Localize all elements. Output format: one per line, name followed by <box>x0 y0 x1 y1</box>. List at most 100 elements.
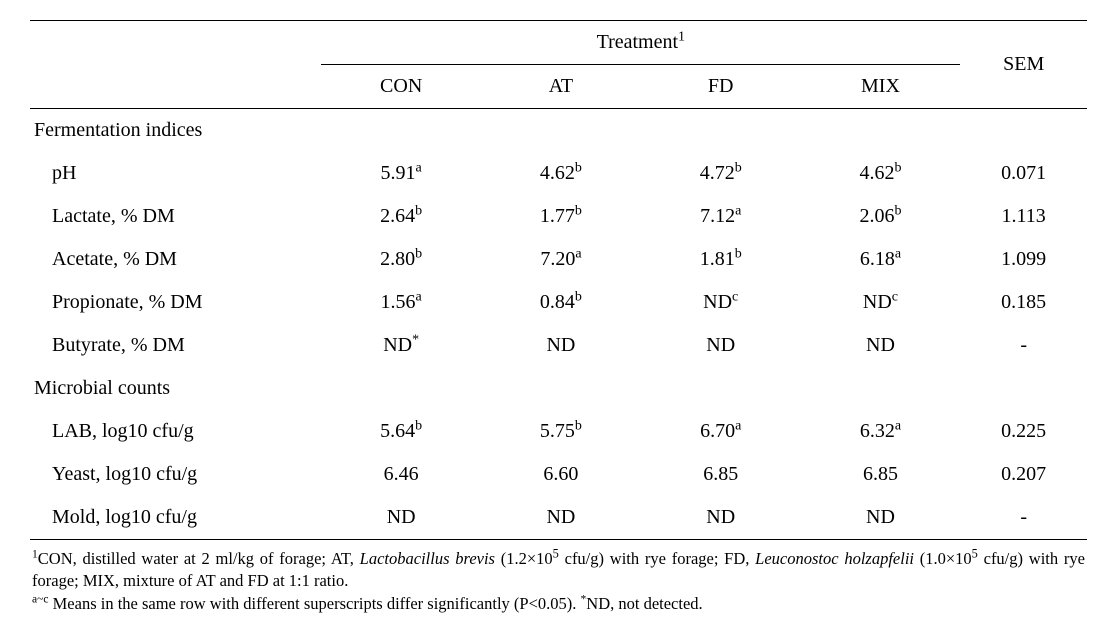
data-cell: NDc <box>641 281 801 324</box>
sem-cell: 0.225 <box>960 410 1087 453</box>
data-cell: 2.64b <box>321 195 481 238</box>
treatment-label: Treatment <box>597 31 678 53</box>
cell-value: ND <box>546 334 575 356</box>
cell-superscript: * <box>412 332 419 347</box>
data-cell: ND <box>641 496 801 540</box>
cell-superscript: b <box>894 203 901 218</box>
data-cell: 6.70a <box>641 410 801 453</box>
fn1-mid2: cfu/g) with rye forage; FD, <box>559 549 755 568</box>
sem-cell: - <box>960 496 1087 540</box>
data-cell: 4.72b <box>641 152 801 195</box>
section-title: Fermentation indices <box>30 109 1087 153</box>
data-cell: ND <box>321 496 481 540</box>
cell-superscript: b <box>575 203 582 218</box>
cell-value: 6.60 <box>543 463 578 485</box>
cell-superscript: c <box>732 289 738 304</box>
cell-superscript: b <box>894 160 901 175</box>
sem-header: SEM <box>960 21 1087 109</box>
cell-superscript: b <box>575 289 582 304</box>
cell-value: 5.91 <box>381 162 416 184</box>
col-at: AT <box>481 65 641 109</box>
cell-value: 4.72 <box>700 162 735 184</box>
sem-cell: - <box>960 324 1087 367</box>
row-label: Acetate, % DM <box>30 238 321 281</box>
cell-value: 7.12 <box>700 205 735 227</box>
cell-value: ND <box>546 506 575 528</box>
data-cell: 5.64b <box>321 410 481 453</box>
cell-value: ND <box>866 334 895 356</box>
cell-value: 5.64 <box>380 420 415 442</box>
data-cell: 1.77b <box>481 195 641 238</box>
data-cell: 7.12a <box>641 195 801 238</box>
data-cell: ND <box>801 496 961 540</box>
data-cell: 7.20a <box>481 238 641 281</box>
row-label: LAB, log10 cfu/g <box>30 410 321 453</box>
fn1-italic-1: Lactobacillus brevis <box>360 549 495 568</box>
cell-superscript: b <box>735 160 742 175</box>
row-label: Yeast, log10 cfu/g <box>30 453 321 496</box>
cell-superscript: b <box>575 160 582 175</box>
cell-value: 6.85 <box>703 463 738 485</box>
cell-superscript: b <box>415 246 422 261</box>
data-cell: 2.06b <box>801 195 961 238</box>
cell-superscript: a <box>895 246 901 261</box>
cell-superscript: b <box>575 418 582 433</box>
cell-value: ND <box>383 334 412 356</box>
cell-value: 1.56 <box>381 291 416 313</box>
sem-cell: 0.185 <box>960 281 1087 324</box>
data-cell: 5.91a <box>321 152 481 195</box>
data-table: Treatment1 SEM CON AT FD MIX Fermentatio… <box>30 20 1087 540</box>
cell-value: 6.85 <box>863 463 898 485</box>
col-fd: FD <box>641 65 801 109</box>
data-cell: 6.18a <box>801 238 961 281</box>
fn1-mid1: (1.2×10 <box>495 549 553 568</box>
row-label: Mold, log10 cfu/g <box>30 496 321 540</box>
data-cell: 5.75b <box>481 410 641 453</box>
cell-value: 6.32 <box>860 420 895 442</box>
sem-cell: 1.113 <box>960 195 1087 238</box>
cell-value: 4.62 <box>859 162 894 184</box>
cell-value: 6.70 <box>700 420 735 442</box>
footnote-2: a~c Means in the same row with different… <box>30 593 1087 615</box>
data-cell: ND <box>481 496 641 540</box>
fn1-pre: CON, distilled water at 2 ml/kg of forag… <box>38 549 360 568</box>
cell-value: 5.75 <box>540 420 575 442</box>
cell-superscript: a <box>735 203 741 218</box>
cell-superscript: a <box>416 289 422 304</box>
fn2-end: ND, not detected. <box>586 594 702 613</box>
cell-superscript: a <box>735 418 741 433</box>
data-cell: 6.85 <box>801 453 961 496</box>
sem-cell: 0.207 <box>960 453 1087 496</box>
fn1-mid3: (1.0×10 <box>914 549 972 568</box>
cell-value: 7.20 <box>540 248 575 270</box>
data-cell: 1.81b <box>641 238 801 281</box>
section-title: Microbial counts <box>30 367 1087 410</box>
cell-value: 6.46 <box>384 463 419 485</box>
data-cell: ND <box>641 324 801 367</box>
cell-value: ND <box>387 506 416 528</box>
cell-superscript: a <box>895 418 901 433</box>
fn2-text: Means in the same row with different sup… <box>49 594 581 613</box>
fn1-italic-2: Leuconostoc holzapfelii <box>755 549 914 568</box>
data-cell: 1.56a <box>321 281 481 324</box>
col-con: CON <box>321 65 481 109</box>
cell-value: 6.18 <box>860 248 895 270</box>
footnote-2-sup: a~c <box>32 593 49 605</box>
sem-cell: 0.071 <box>960 152 1087 195</box>
col-mix: MIX <box>801 65 961 109</box>
cell-superscript: a <box>575 246 581 261</box>
cell-value: ND <box>866 506 895 528</box>
data-cell: 4.62b <box>801 152 961 195</box>
sem-cell: 1.099 <box>960 238 1087 281</box>
row-label: pH <box>30 152 321 195</box>
cell-value: 1.77 <box>540 205 575 227</box>
cell-superscript: b <box>735 246 742 261</box>
cell-value: 2.06 <box>859 205 894 227</box>
cell-value: 1.81 <box>700 248 735 270</box>
treatment-sup: 1 <box>678 29 685 44</box>
cell-value: ND <box>706 506 735 528</box>
data-cell: 6.46 <box>321 453 481 496</box>
data-cell: ND* <box>321 324 481 367</box>
cell-value: 2.64 <box>380 205 415 227</box>
cell-value: ND <box>706 334 735 356</box>
